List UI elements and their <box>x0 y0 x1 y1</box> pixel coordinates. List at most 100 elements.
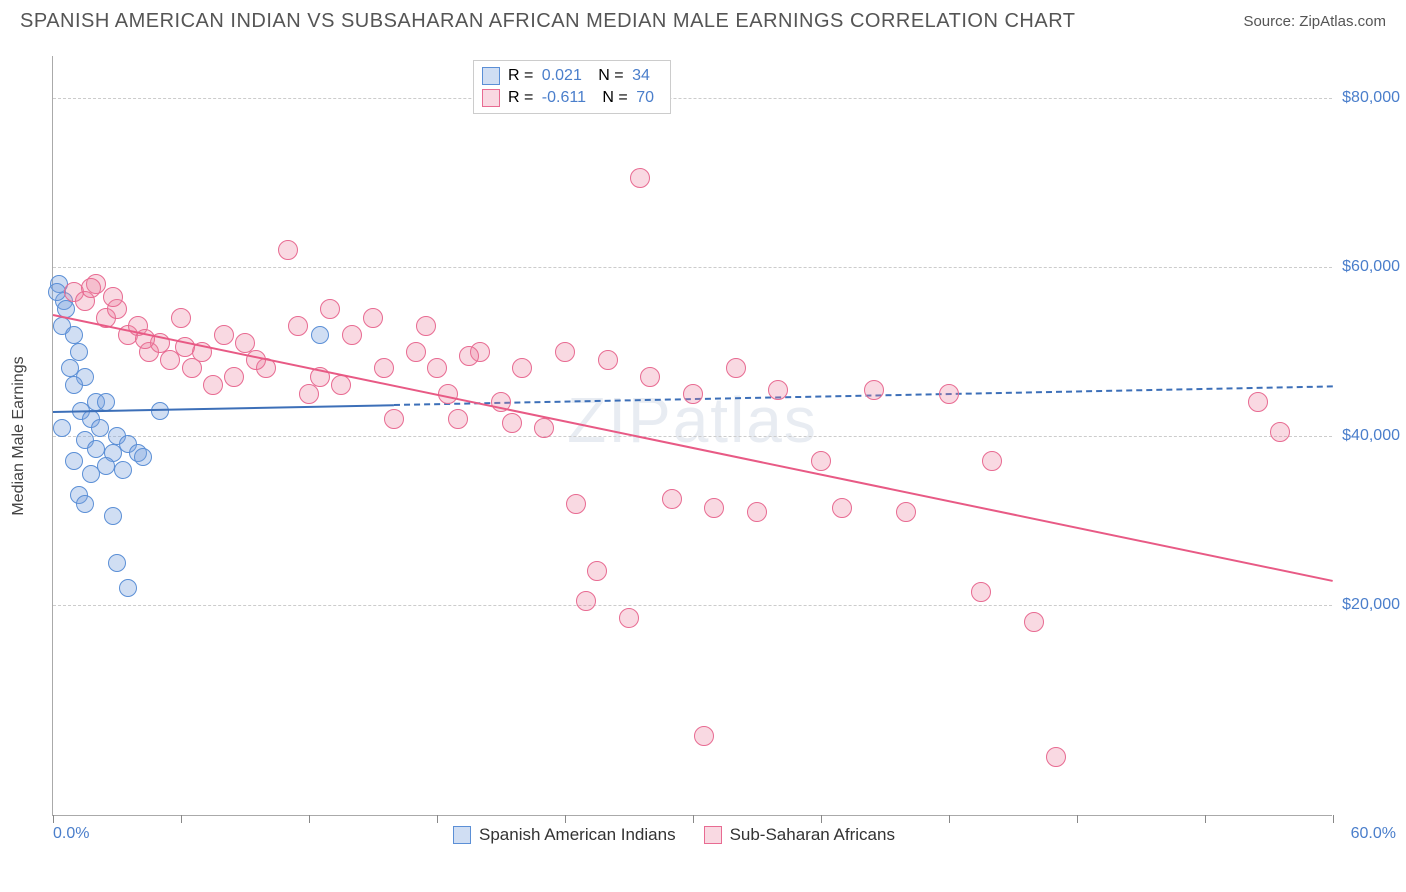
data-point <box>1270 422 1290 442</box>
x-tick <box>693 815 694 823</box>
legend-swatch <box>482 89 500 107</box>
chart-header: SPANISH AMERICAN INDIAN VS SUBSAHARAN AF… <box>0 0 1406 39</box>
data-point <box>97 393 115 411</box>
x-tick <box>437 815 438 823</box>
data-point <box>1024 612 1044 632</box>
x-tick <box>309 815 310 823</box>
stats-row: R = -0.611 N = 70 <box>482 87 658 109</box>
data-point <box>65 452 83 470</box>
x-axis-min-label: 0.0% <box>53 825 89 843</box>
data-point <box>70 343 88 361</box>
data-point <box>91 419 109 437</box>
r-label: R = -0.611 <box>508 89 590 107</box>
stats-box: R = 0.021 N = 34R = -0.611 N = 70 <box>473 60 671 114</box>
data-point <box>427 358 447 378</box>
x-tick <box>821 815 822 823</box>
data-point <box>939 384 959 404</box>
data-point <box>299 384 319 404</box>
x-tick <box>1077 815 1078 823</box>
y-tick-label: $60,000 <box>1342 258 1400 276</box>
data-point <box>246 350 266 370</box>
x-tick <box>1333 815 1334 823</box>
gridline <box>53 436 1332 437</box>
data-point <box>384 409 404 429</box>
data-point <box>971 582 991 602</box>
data-point <box>406 342 426 362</box>
data-point <box>87 440 105 458</box>
data-point <box>134 448 152 466</box>
data-point <box>704 498 724 518</box>
y-tick-label: $40,000 <box>1342 427 1400 445</box>
legend-label: Spanish American Indians <box>479 825 676 845</box>
data-point <box>1046 747 1066 767</box>
data-point <box>82 465 100 483</box>
legend: Spanish American Indians Sub-Saharan Afri… <box>453 825 895 845</box>
data-point <box>76 495 94 513</box>
chart-source: Source: ZipAtlas.com <box>1243 13 1386 30</box>
data-point <box>203 375 223 395</box>
data-point <box>534 418 554 438</box>
y-tick-label: $80,000 <box>1342 89 1400 107</box>
legend-item: Sub-Saharan Africans <box>704 825 895 845</box>
data-point <box>555 342 575 362</box>
data-point <box>630 168 650 188</box>
n-label: N = 70 <box>598 89 658 107</box>
legend-swatch <box>482 67 500 85</box>
data-point <box>768 380 788 400</box>
chart-title: SPANISH AMERICAN INDIAN VS SUBSAHARAN AF… <box>20 10 1076 33</box>
data-point <box>694 726 714 746</box>
data-point <box>502 413 522 433</box>
data-point <box>747 502 767 522</box>
data-point <box>182 358 202 378</box>
data-point <box>566 494 586 514</box>
data-point <box>65 326 83 344</box>
y-tick-label: $20,000 <box>1342 596 1400 614</box>
legend-swatch <box>704 826 722 844</box>
data-point <box>982 451 1002 471</box>
data-point <box>224 367 244 387</box>
x-tick <box>565 815 566 823</box>
data-point <box>53 419 71 437</box>
data-point <box>108 554 126 572</box>
r-label: R = 0.021 <box>508 67 586 85</box>
x-tick <box>181 815 182 823</box>
data-point <box>374 358 394 378</box>
data-point <box>114 461 132 479</box>
data-point <box>640 367 660 387</box>
legend-item: Spanish American Indians <box>453 825 676 845</box>
legend-label: Sub-Saharan Africans <box>730 825 895 845</box>
stats-row: R = 0.021 N = 34 <box>482 65 658 87</box>
data-point <box>896 502 916 522</box>
x-tick <box>1205 815 1206 823</box>
data-point <box>459 346 479 366</box>
data-point <box>278 240 298 260</box>
data-point <box>416 316 436 336</box>
data-point <box>331 375 351 395</box>
data-point <box>726 358 746 378</box>
data-point <box>214 325 234 345</box>
scatter-chart: Median Male Earnings ZIPatlas 0.0% 60.0%… <box>52 56 1332 816</box>
legend-swatch <box>453 826 471 844</box>
data-point <box>103 287 123 307</box>
n-label: N = 34 <box>594 67 654 85</box>
gridline <box>53 267 1332 268</box>
x-tick <box>53 815 54 823</box>
data-point <box>119 579 137 597</box>
data-point <box>171 308 191 328</box>
x-axis-max-label: 60.0% <box>1351 825 1396 843</box>
data-point <box>104 507 122 525</box>
trend-line <box>53 314 1333 582</box>
x-tick <box>949 815 950 823</box>
data-point <box>576 591 596 611</box>
data-point <box>587 561 607 581</box>
data-point <box>363 308 383 328</box>
data-point <box>864 380 884 400</box>
data-point <box>811 451 831 471</box>
data-point <box>320 299 340 319</box>
data-point <box>598 350 618 370</box>
data-point <box>619 608 639 628</box>
data-point <box>311 326 329 344</box>
data-point <box>65 376 83 394</box>
data-point <box>683 384 703 404</box>
gridline <box>53 605 1332 606</box>
